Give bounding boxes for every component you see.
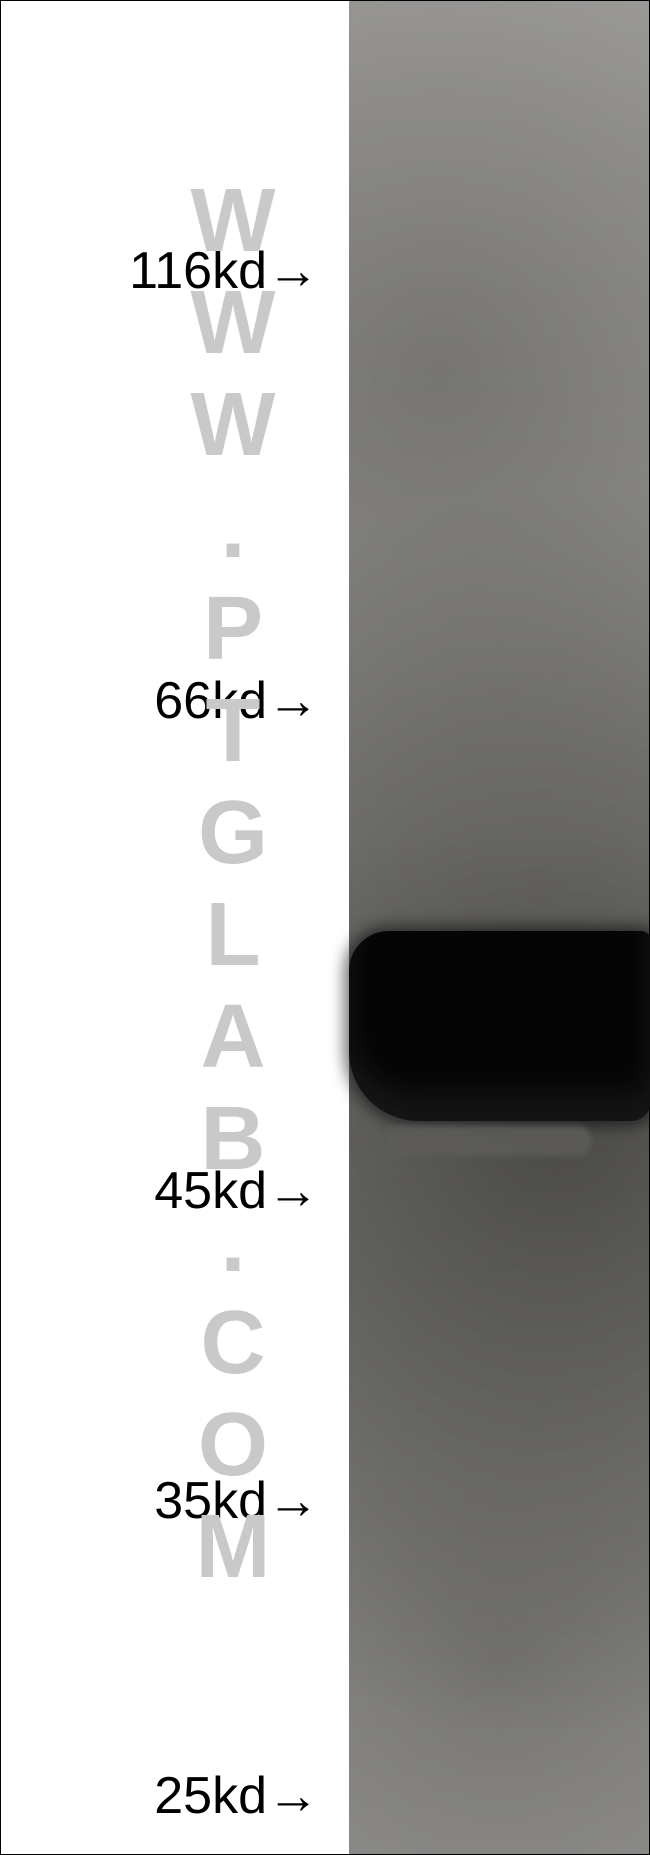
mw-marker-116: 116kd→ bbox=[129, 241, 319, 301]
blot-band-1 bbox=[386, 1126, 591, 1156]
mw-marker-35: 35kd→ bbox=[154, 1471, 319, 1531]
blot-band-0 bbox=[349, 931, 650, 1121]
mw-marker-25: 25kd→ bbox=[154, 1766, 319, 1826]
blot-lane bbox=[1, 1, 649, 1854]
mw-marker-66: 66kd→ bbox=[154, 671, 319, 731]
mw-marker-45: 45kd→ bbox=[154, 1161, 319, 1221]
western-blot-figure: 116kd→66kd→45kd→35kd→25kd→ WWW.PTGLAB.CO… bbox=[0, 0, 650, 1855]
